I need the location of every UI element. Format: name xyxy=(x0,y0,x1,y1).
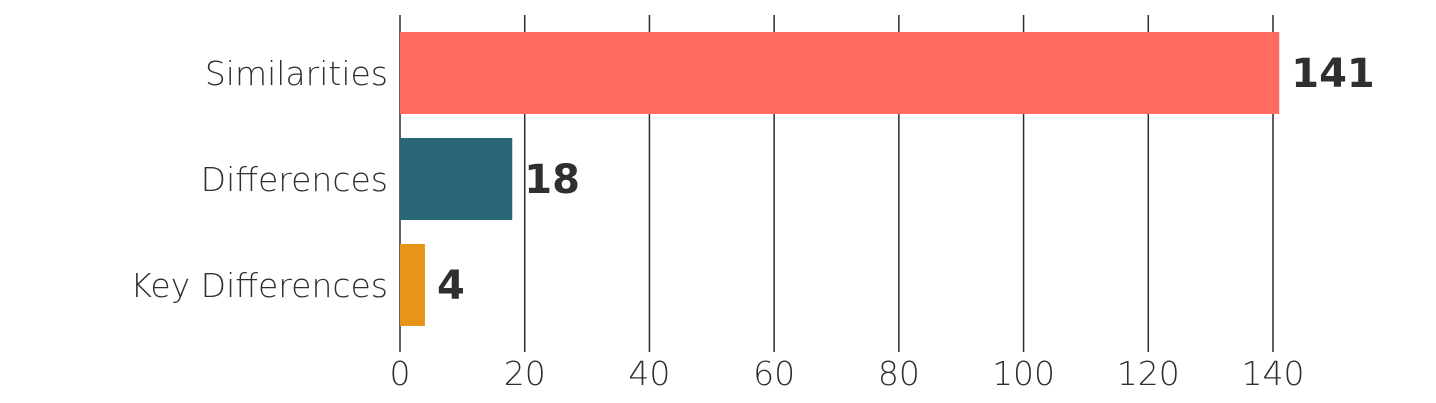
x-tick-label: 40 xyxy=(628,354,670,393)
x-tick-label: 100 xyxy=(992,354,1055,393)
x-tick-label: 80 xyxy=(878,354,920,393)
data-label: 18 xyxy=(524,157,580,203)
bar-differences xyxy=(400,138,513,220)
category-label: Differences xyxy=(201,160,388,199)
data-label: 4 xyxy=(437,263,465,309)
category-label: Similarities xyxy=(205,54,388,93)
bars xyxy=(400,32,1280,326)
x-tick-label: 20 xyxy=(504,354,546,393)
x-tick-label: 120 xyxy=(1117,354,1180,393)
x-tick-label: 60 xyxy=(753,354,795,393)
x-tick-label: 140 xyxy=(1242,354,1305,393)
labels: 0 20 40 60 80 100 120 140 Similarities 141 Differe… xyxy=(130,51,1374,393)
bar-similarities xyxy=(400,32,1280,114)
data-label: 141 xyxy=(1291,51,1375,97)
category-label: Key Differences xyxy=(130,266,388,305)
bar-key-differences xyxy=(400,244,425,326)
x-tick-label: 0 xyxy=(390,354,411,393)
